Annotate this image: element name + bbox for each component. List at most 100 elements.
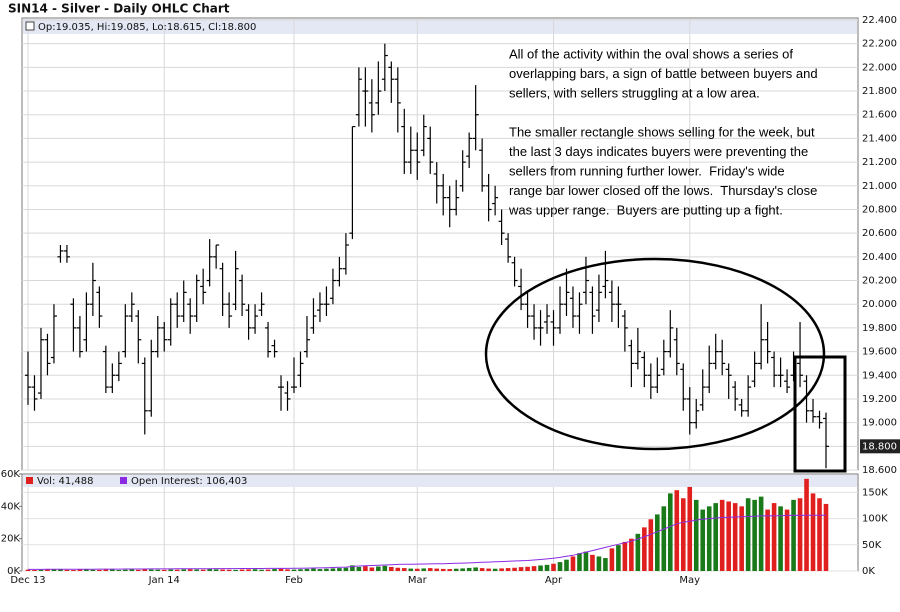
volume-bar — [32, 570, 37, 571]
volume-bar — [71, 570, 76, 571]
volume-header-strip — [23, 475, 857, 487]
last-price-box — [860, 439, 900, 454]
volume-bar — [440, 568, 446, 571]
volume-bar — [129, 569, 135, 571]
volume-bar — [778, 506, 783, 571]
volume-bar — [103, 569, 109, 571]
y-tick-label: 19.200 — [862, 394, 897, 405]
annotation-text: overlapping bars, a sign of battle betwe… — [509, 66, 818, 81]
labels-layer: 18.600 18.800 19.000 19.200 19.400 19.600 19.8… — [1, 15, 900, 586]
volume-bar — [233, 569, 238, 571]
volume-bar — [739, 506, 744, 571]
volume-bar — [700, 509, 706, 571]
volume-bar — [499, 568, 504, 571]
x-tick-label: Mar — [408, 575, 428, 586]
volume-bar — [726, 501, 731, 571]
oi-tick-label: 150K — [862, 487, 888, 498]
volume-bar — [804, 478, 809, 571]
volume-bar — [200, 569, 206, 571]
volume-bar — [285, 569, 290, 571]
volume-bar — [155, 569, 161, 571]
volume-bar — [427, 568, 433, 571]
volume-bar — [791, 499, 796, 571]
volume-bar — [655, 514, 660, 571]
volume-bar — [45, 569, 50, 571]
volume-bar — [207, 569, 212, 571]
volume-bar — [239, 569, 245, 571]
volume-bar — [473, 567, 478, 571]
volume-bar — [544, 564, 550, 571]
volume-bar — [38, 569, 44, 571]
volume-bar — [629, 538, 634, 571]
volume-bar — [311, 568, 316, 571]
volume-bar — [168, 569, 174, 571]
volume-bar — [616, 545, 621, 571]
volume-bar — [148, 569, 154, 571]
volume-bar — [765, 509, 770, 571]
y-tick-label: 19.800 — [862, 323, 897, 334]
volume-bar — [408, 568, 414, 571]
y-tick-label: 21.200 — [862, 157, 897, 168]
volume-bar — [453, 568, 459, 571]
volume-bar — [719, 499, 725, 571]
volume-bar — [447, 569, 453, 571]
volume-bar — [259, 569, 264, 571]
volume-bar — [784, 509, 790, 571]
volume-bar — [376, 566, 381, 571]
volume-bar — [213, 569, 219, 571]
x-tick-label: Feb — [285, 575, 303, 586]
volume-bar — [421, 568, 427, 571]
volume-bar — [648, 519, 654, 571]
y-tick-label: 21.600 — [862, 110, 897, 121]
volume-bar — [84, 569, 89, 571]
volume-bar — [486, 568, 491, 571]
y-tick-label: 22.400 — [862, 15, 897, 26]
volume-bar — [557, 562, 563, 571]
volume-bar — [330, 568, 336, 571]
volume-bar — [479, 568, 485, 571]
volume-bar — [90, 569, 96, 571]
volume-bar — [505, 568, 511, 571]
volume-bar — [369, 567, 375, 571]
volume-tick-label: 20K — [1, 534, 21, 545]
volume-bar — [343, 567, 349, 571]
volume-bar — [674, 490, 680, 571]
volume-bar — [622, 541, 628, 571]
volume-bar — [752, 499, 757, 571]
volume-bar — [110, 569, 115, 571]
volume-bar — [278, 568, 284, 571]
volume-bar — [570, 556, 576, 571]
annotation-text: sellers from running further lower. Frid… — [509, 163, 785, 178]
y-tick-label: 20.800 — [862, 204, 897, 215]
volume-bar — [220, 569, 225, 571]
y-tick-label: 18.800 — [862, 441, 897, 452]
volume-bar — [687, 486, 693, 571]
volume-bar — [272, 569, 277, 571]
volume-bar — [531, 566, 537, 571]
volume-bar — [797, 498, 803, 571]
volume-bar — [758, 496, 764, 571]
annotation-text: range bar lower closed off the lows. Thu… — [509, 183, 817, 198]
volume-panel — [21, 473, 859, 572]
rectangle-annotation — [793, 355, 847, 473]
annotation-text: All of the activity within the oval show… — [509, 46, 793, 61]
volume-bar — [363, 566, 368, 571]
volume-bar — [661, 506, 667, 571]
y-tick-label: 21.800 — [862, 86, 897, 97]
volume-bar — [512, 567, 517, 571]
volume-bar — [337, 568, 342, 571]
volume-bar — [77, 569, 83, 571]
volume-tick-label: 0K — [7, 566, 20, 577]
volume-bar — [64, 569, 70, 571]
x-tick-label: Dec 13 — [10, 575, 45, 586]
annotation-text: The smaller rectangle shows selling for … — [509, 124, 815, 139]
volume-bar — [324, 568, 329, 571]
volume-bar — [161, 569, 167, 571]
marks-layer — [25, 43, 829, 571]
y-tick-label: 20.600 — [862, 228, 897, 239]
volume-bar — [181, 569, 187, 571]
volume-bar — [466, 567, 472, 571]
volume-bar — [590, 554, 595, 571]
annotation-text: sellers, with sellers struggling at a lo… — [509, 85, 760, 100]
